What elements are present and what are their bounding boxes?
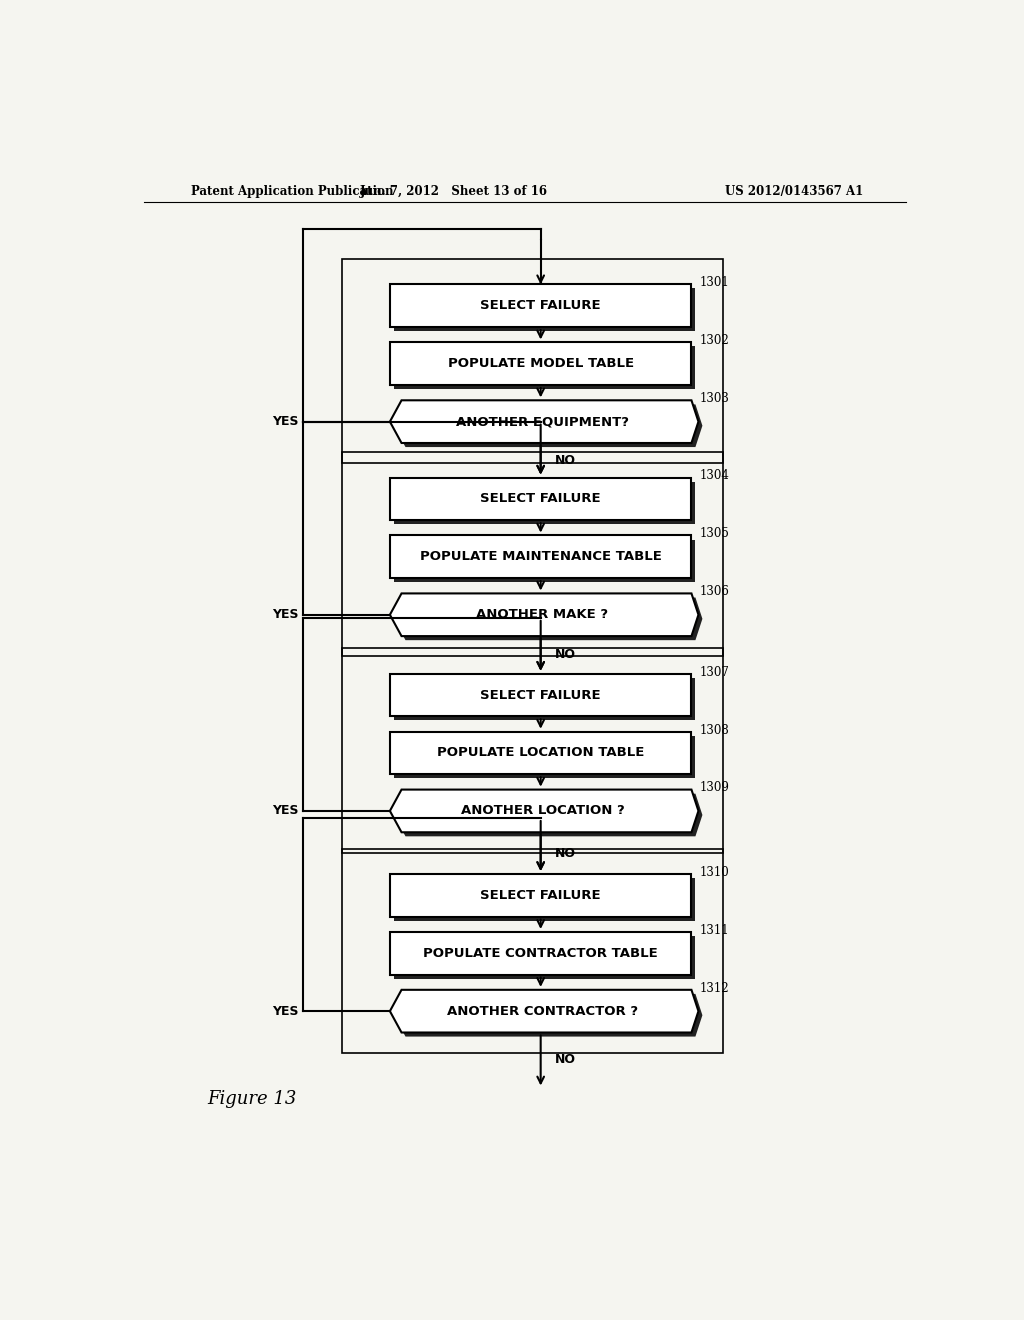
FancyBboxPatch shape [390, 932, 691, 974]
Text: Patent Application Publication: Patent Application Publication [191, 185, 394, 198]
Text: SELECT FAILURE: SELECT FAILURE [480, 888, 601, 902]
Polygon shape [390, 990, 698, 1032]
Text: 1312: 1312 [699, 982, 729, 995]
FancyBboxPatch shape [394, 936, 695, 978]
Text: 1306: 1306 [699, 585, 729, 598]
FancyBboxPatch shape [390, 342, 691, 385]
Text: 1303: 1303 [699, 392, 729, 405]
Text: 1304: 1304 [699, 470, 729, 482]
FancyBboxPatch shape [394, 346, 695, 389]
Polygon shape [394, 598, 702, 640]
Text: NO: NO [555, 1053, 575, 1067]
Text: 1307: 1307 [699, 665, 729, 678]
FancyBboxPatch shape [394, 878, 695, 921]
Text: YES: YES [272, 416, 299, 428]
FancyBboxPatch shape [394, 677, 695, 721]
Polygon shape [390, 789, 698, 833]
FancyBboxPatch shape [394, 540, 695, 582]
Text: YES: YES [272, 609, 299, 622]
FancyBboxPatch shape [390, 284, 691, 327]
Text: 1309: 1309 [699, 781, 729, 795]
Text: YES: YES [272, 1005, 299, 1018]
Text: 1308: 1308 [699, 723, 729, 737]
Text: Jun. 7, 2012   Sheet 13 of 16: Jun. 7, 2012 Sheet 13 of 16 [359, 185, 548, 198]
Text: NO: NO [555, 846, 575, 859]
Text: ANOTHER LOCATION ?: ANOTHER LOCATION ? [461, 804, 625, 817]
Polygon shape [394, 404, 702, 447]
Text: 1305: 1305 [699, 528, 729, 540]
Text: YES: YES [272, 804, 299, 817]
Polygon shape [394, 994, 702, 1036]
Text: 1311: 1311 [699, 924, 729, 937]
Text: POPULATE LOCATION TABLE: POPULATE LOCATION TABLE [437, 747, 644, 759]
FancyBboxPatch shape [390, 478, 691, 520]
Text: 1301: 1301 [699, 276, 729, 289]
Text: POPULATE CONTRACTOR TABLE: POPULATE CONTRACTOR TABLE [423, 946, 658, 960]
Text: US 2012/0143567 A1: US 2012/0143567 A1 [725, 185, 864, 198]
FancyBboxPatch shape [390, 536, 691, 578]
FancyBboxPatch shape [390, 673, 691, 717]
Text: Figure 13: Figure 13 [207, 1089, 297, 1107]
FancyBboxPatch shape [394, 735, 695, 779]
Text: SELECT FAILURE: SELECT FAILURE [480, 300, 601, 313]
Text: ANOTHER CONTRACTOR ?: ANOTHER CONTRACTOR ? [446, 1005, 638, 1018]
Text: 1310: 1310 [699, 866, 729, 879]
Text: POPULATE MODEL TABLE: POPULATE MODEL TABLE [447, 358, 634, 370]
Polygon shape [390, 400, 698, 444]
Polygon shape [390, 594, 698, 636]
Text: ANOTHER MAKE ?: ANOTHER MAKE ? [476, 609, 608, 622]
Text: NO: NO [555, 648, 575, 661]
FancyBboxPatch shape [390, 731, 691, 775]
FancyBboxPatch shape [394, 289, 695, 331]
Text: SELECT FAILURE: SELECT FAILURE [480, 492, 601, 506]
Text: SELECT FAILURE: SELECT FAILURE [480, 689, 601, 701]
Text: POPULATE MAINTENANCE TABLE: POPULATE MAINTENANCE TABLE [420, 550, 662, 564]
FancyBboxPatch shape [390, 874, 691, 916]
Text: NO: NO [555, 454, 575, 467]
Text: ANOTHER EQUIPMENT?: ANOTHER EQUIPMENT? [456, 416, 629, 428]
FancyBboxPatch shape [394, 482, 695, 524]
Polygon shape [394, 793, 702, 837]
Text: 1302: 1302 [699, 334, 729, 347]
